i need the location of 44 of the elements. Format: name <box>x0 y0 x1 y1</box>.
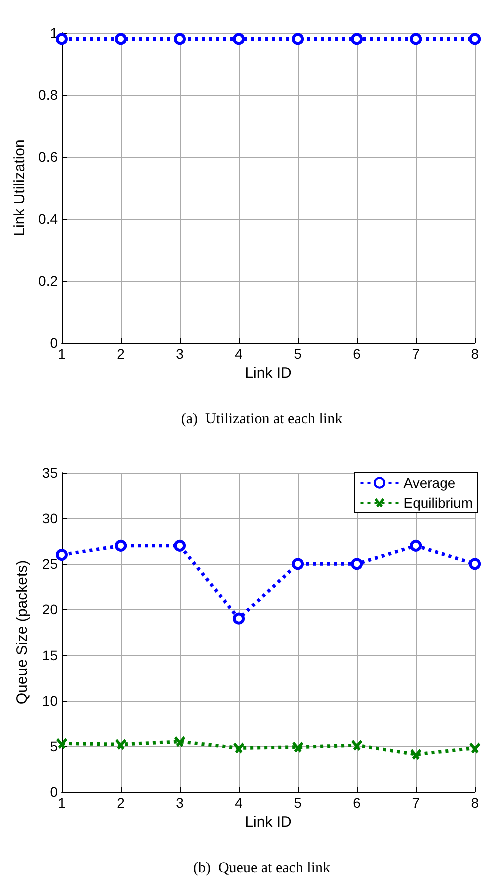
y-tick-label: 10 <box>42 692 58 709</box>
x-axis-title: Link ID <box>245 814 292 831</box>
y-tick-label: 15 <box>42 647 58 664</box>
x-tick-label: 5 <box>294 346 302 362</box>
y-tick-label: 0.8 <box>38 87 58 103</box>
y-tick-label: 0 <box>50 335 58 351</box>
x-tick-label: 8 <box>471 795 480 811</box>
x-tick-label: 7 <box>412 346 420 362</box>
legend-label: Equilibrium <box>404 495 473 511</box>
y-tick-label: 0.2 <box>38 273 58 289</box>
point <box>56 738 68 750</box>
point <box>115 540 128 552</box>
point <box>233 612 246 625</box>
y-tick-label: 30 <box>42 510 58 527</box>
y-axis-title: Queue Size (packets) <box>14 560 31 705</box>
x-axis-title: Link ID <box>245 364 292 382</box>
x-tick-label: 7 <box>412 795 420 811</box>
point <box>292 558 304 570</box>
y-tick-label: 25 <box>42 556 58 572</box>
y-tick-label: 5 <box>50 738 58 754</box>
x-tick-label: 2 <box>117 346 126 362</box>
x-tick-label: 8 <box>471 346 480 362</box>
x-tick-label: 3 <box>176 346 184 362</box>
point <box>351 558 364 570</box>
x-tick-label: 4 <box>235 795 244 811</box>
y-axis-title: Link Utilization <box>12 140 29 236</box>
y-tick-label: 20 <box>42 602 58 618</box>
text: (b) Queue at each link <box>193 860 332 876</box>
y-tick-label: 0 <box>50 784 58 800</box>
point <box>174 540 186 552</box>
text: (a) Utilization at each link <box>181 412 344 428</box>
y-tick-label: 35 <box>42 465 58 481</box>
point <box>56 549 68 562</box>
y-tick-label: 0.6 <box>38 149 58 165</box>
x-tick-label: 6 <box>353 795 362 811</box>
x-tick-label: 5 <box>294 795 302 811</box>
x-tick-label: 3 <box>176 795 184 811</box>
x-tick-label: 2 <box>117 795 126 811</box>
x-tick-label: 4 <box>235 346 244 362</box>
x-tick-label: 6 <box>353 346 362 362</box>
y-tick-label: 0.4 <box>38 211 58 227</box>
legend-label: Average <box>404 475 456 491</box>
point <box>469 558 482 570</box>
point <box>410 540 422 552</box>
